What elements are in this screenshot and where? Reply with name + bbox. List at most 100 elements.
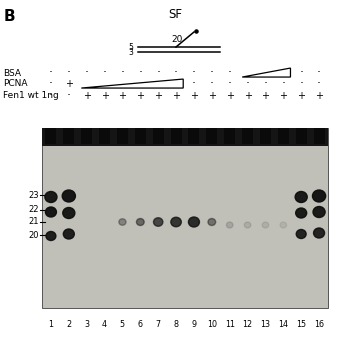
Bar	[153, 128, 164, 144]
Ellipse shape	[62, 190, 76, 202]
Text: ·: ·	[120, 67, 124, 80]
Text: +: +	[172, 91, 180, 101]
Bar	[81, 128, 92, 144]
Text: ·: ·	[246, 78, 250, 91]
Text: 13: 13	[261, 320, 271, 329]
Bar	[99, 128, 110, 144]
Text: SF: SF	[168, 8, 182, 21]
Bar	[295, 128, 307, 144]
Bar	[63, 128, 74, 144]
Ellipse shape	[136, 218, 144, 225]
Text: ·: ·	[210, 67, 214, 80]
Bar	[224, 128, 235, 144]
Text: ·: ·	[49, 90, 53, 103]
Text: 12: 12	[242, 320, 253, 329]
Ellipse shape	[45, 207, 56, 217]
Text: BSA: BSA	[3, 69, 21, 78]
Text: +: +	[83, 91, 91, 101]
Text: ·: ·	[299, 67, 303, 80]
Bar	[206, 128, 218, 144]
Text: +: +	[118, 91, 127, 101]
Text: 21: 21	[28, 217, 39, 227]
Bar	[42, 128, 328, 308]
Text: ·: ·	[67, 67, 71, 80]
Text: 6: 6	[138, 320, 143, 329]
Text: 16: 16	[314, 320, 324, 329]
Ellipse shape	[63, 207, 75, 218]
Ellipse shape	[171, 217, 181, 227]
Text: 7: 7	[156, 320, 161, 329]
Text: ·: ·	[210, 78, 214, 91]
Text: +: +	[136, 91, 144, 101]
Text: 3: 3	[84, 320, 89, 329]
Text: ·: ·	[317, 78, 321, 91]
Text: 5: 5	[120, 320, 125, 329]
Bar	[171, 128, 182, 144]
Text: 8: 8	[173, 320, 179, 329]
Ellipse shape	[295, 192, 307, 202]
Text: 9: 9	[192, 320, 197, 329]
Text: ·: ·	[192, 78, 196, 91]
Text: ·: ·	[281, 78, 285, 91]
Text: ·: ·	[174, 67, 178, 80]
Text: ·: ·	[49, 78, 53, 91]
Ellipse shape	[296, 208, 307, 218]
Ellipse shape	[63, 229, 74, 239]
Ellipse shape	[46, 232, 56, 240]
Text: +: +	[315, 91, 323, 101]
Text: +: +	[279, 91, 287, 101]
Ellipse shape	[119, 219, 126, 225]
Text: +: +	[261, 91, 269, 101]
Text: 20: 20	[171, 34, 182, 44]
Text: +: +	[208, 91, 216, 101]
Text: ·: ·	[263, 78, 267, 91]
Text: +: +	[226, 91, 234, 101]
Text: 1: 1	[49, 320, 53, 329]
Bar	[42, 128, 328, 146]
Bar	[278, 128, 289, 144]
Text: 23: 23	[28, 190, 39, 200]
Text: ·: ·	[85, 67, 89, 80]
Text: ·: ·	[192, 67, 196, 80]
Ellipse shape	[208, 218, 216, 225]
Ellipse shape	[314, 228, 325, 238]
Ellipse shape	[313, 206, 325, 217]
Text: 10: 10	[207, 320, 217, 329]
Ellipse shape	[226, 222, 233, 228]
Text: PCNA: PCNA	[3, 80, 27, 88]
Bar	[314, 128, 325, 144]
Text: +: +	[244, 91, 252, 101]
Text: 20: 20	[28, 230, 39, 240]
Ellipse shape	[313, 190, 326, 202]
Text: 14: 14	[278, 320, 288, 329]
Ellipse shape	[188, 217, 199, 227]
Ellipse shape	[280, 222, 287, 228]
Text: +: +	[297, 91, 305, 101]
Text: ·: ·	[49, 67, 53, 80]
Text: 4: 4	[102, 320, 107, 329]
Bar	[135, 128, 146, 144]
Ellipse shape	[244, 222, 251, 228]
Text: ·: ·	[228, 67, 232, 80]
Text: ·: ·	[138, 67, 142, 80]
Text: ·: ·	[299, 78, 303, 91]
Bar	[260, 128, 271, 144]
Text: ·: ·	[156, 67, 160, 80]
Text: B: B	[4, 9, 16, 24]
Text: +: +	[65, 79, 73, 89]
Text: 5: 5	[128, 43, 133, 52]
Text: ·: ·	[67, 90, 71, 103]
Bar	[242, 128, 253, 144]
Bar	[188, 128, 199, 144]
Text: 22: 22	[28, 206, 39, 215]
Text: +: +	[101, 91, 108, 101]
Text: ·: ·	[103, 67, 107, 80]
Text: +: +	[190, 91, 198, 101]
Text: ·: ·	[317, 67, 321, 80]
Bar	[117, 128, 128, 144]
Text: 2: 2	[66, 320, 71, 329]
Ellipse shape	[262, 222, 269, 228]
Text: 11: 11	[225, 320, 235, 329]
Ellipse shape	[45, 192, 57, 202]
Text: ·: ·	[228, 78, 232, 91]
